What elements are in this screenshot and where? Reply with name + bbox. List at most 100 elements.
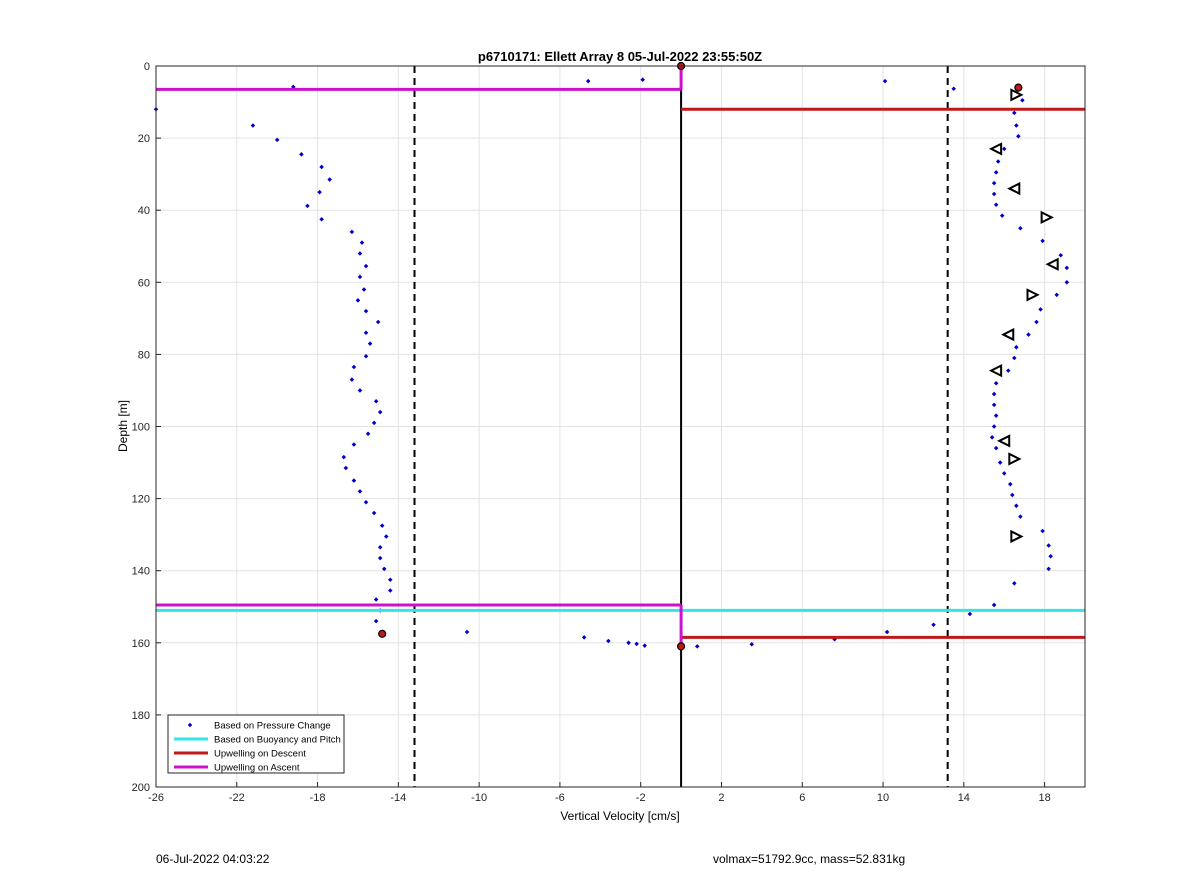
data-point-based-on-pressure-change <box>351 478 357 483</box>
x-tick-label: 18 <box>1038 792 1050 804</box>
y-tick-label: 0 <box>144 61 150 73</box>
legend-label: Based on Pressure Change <box>214 721 331 732</box>
data-point-based-on-pressure-change <box>1018 514 1023 519</box>
data-point-based-on-pressure-change <box>341 454 347 460</box>
data-point-based-on-pressure-change <box>1001 471 1007 476</box>
data-point-based-on-pressure-change <box>343 465 349 471</box>
legend-label: Upwelling on Ascent <box>214 763 300 774</box>
y-tick-label: 120 <box>132 494 150 506</box>
triangle-marker-left <box>1045 257 1059 271</box>
data-point-based-on-pressure-change <box>363 499 369 505</box>
data-point-based-on-pressure-change <box>305 203 310 209</box>
plot-area: -26 -22 -18 -14 -10 -6 -2 2 6 10 14 180204060801001… <box>132 61 1086 804</box>
triangle-marker-left <box>1007 181 1021 196</box>
data-point-based-on-pressure-change <box>884 629 890 635</box>
data-point-based-on-pressure-change <box>351 364 357 370</box>
y-tick-label: 100 <box>132 422 150 434</box>
data-point-based-on-pressure-change <box>319 216 324 222</box>
data-point-based-on-pressure-change <box>634 641 639 647</box>
data-point-based-on-pressure-change <box>991 402 997 408</box>
data-point-based-on-pressure-change <box>351 442 357 447</box>
data-point-based-on-pressure-change <box>991 424 997 429</box>
data-point-based-on-pressure-change <box>1064 265 1070 271</box>
data-point-based-on-pressure-change <box>993 380 999 386</box>
triangle-marker-right <box>1026 288 1040 302</box>
data-point-based-on-pressure-change <box>1064 280 1070 285</box>
data-point-based-on-pressure-change <box>377 555 383 561</box>
data-point-based-on-pressure-change <box>1040 238 1045 244</box>
data-point-based-on-pressure-change <box>626 640 631 646</box>
data-point-based-on-pressure-change <box>371 510 377 516</box>
data-point-based-on-pressure-change <box>388 588 393 593</box>
data-point-based-on-pressure-change <box>299 152 304 157</box>
data-point-based-on-pressure-change <box>373 597 379 602</box>
x-tick-label: -10 <box>471 792 487 804</box>
data-point-based-on-pressure-change <box>381 566 387 572</box>
triangle-marker-right <box>1010 88 1024 102</box>
data-point-based-on-pressure-change <box>363 353 369 359</box>
y-tick-label: 40 <box>138 205 150 217</box>
data-point-based-on-pressure-change <box>379 523 385 528</box>
legend: Based on Pressure Change Based on Buoyanc… <box>167 714 345 774</box>
y-tick-label: 200 <box>132 782 150 794</box>
data-point-based-on-pressure-change <box>349 377 355 382</box>
data-point-based-on-pressure-change <box>373 399 379 404</box>
data-point-based-on-pressure-change <box>993 413 999 418</box>
data-point-based-on-pressure-change <box>365 431 371 436</box>
data-point-based-on-pressure-change <box>388 577 393 582</box>
data-point-based-on-pressure-change <box>1012 355 1017 361</box>
data-point-based-on-pressure-change <box>1034 319 1039 325</box>
y-tick-label: 160 <box>132 638 150 650</box>
data-point-based-on-pressure-change <box>989 435 995 440</box>
data-point-based-on-pressure-change <box>1038 307 1043 312</box>
data-point-based-on-pressure-change <box>464 629 470 635</box>
data-point-based-on-pressure-change <box>1010 492 1015 498</box>
data-point-based-on-pressure-change <box>361 287 367 292</box>
footer-volmax-mass: volmax=51792.9cc, mass=52.831kg <box>713 852 906 866</box>
legend-box <box>167 714 345 774</box>
triangle-marker-right <box>1040 210 1054 225</box>
triangle-marker-left <box>988 364 1003 378</box>
data-point-based-on-pressure-change <box>377 545 383 550</box>
data-point-based-on-pressure-change <box>371 420 377 426</box>
y-axis-label: Depth [m] <box>116 400 130 452</box>
data-point-based-on-pressure-change <box>355 298 361 303</box>
data-point-based-on-pressure-change <box>642 643 647 648</box>
data-point-based-on-pressure-change <box>1040 528 1045 534</box>
x-tick-label: -18 <box>310 792 326 804</box>
x-tick-label: -22 <box>229 792 245 804</box>
data-point-based-on-pressure-change <box>357 251 363 256</box>
data-point-based-on-pressure-change <box>357 489 363 494</box>
triangle-marker-right <box>1008 452 1022 466</box>
data-point-based-on-pressure-change <box>749 641 755 647</box>
data-point-based-on-pressure-change <box>383 534 389 539</box>
data-point-based-on-pressure-change <box>1005 368 1011 373</box>
data-point-based-on-pressure-change <box>357 388 363 393</box>
triangle-marker-left <box>996 434 1011 448</box>
red-marker <box>676 642 686 651</box>
legend-label: Upwelling on Descent <box>214 749 306 760</box>
triangle-marker-left <box>1001 327 1015 342</box>
y-tick-label: 20 <box>138 133 150 145</box>
x-tick-label: -26 <box>148 792 164 804</box>
data-point-based-on-pressure-change <box>363 330 369 336</box>
x-tick-label: -2 <box>636 792 646 804</box>
y-tick-label: 80 <box>138 349 150 361</box>
data-point-based-on-pressure-change <box>1014 344 1019 350</box>
triangle-marker-right <box>1010 529 1024 544</box>
y-tick-label: 180 <box>132 710 150 722</box>
data-point-based-on-pressure-change <box>377 409 383 415</box>
x-axis-label: Vertical Velocity [cm/s] <box>560 809 679 823</box>
data-point-based-on-pressure-change <box>991 391 997 397</box>
data-point-based-on-pressure-change <box>1008 481 1013 487</box>
data-point-based-on-pressure-change <box>363 263 369 269</box>
data-point-based-on-pressure-change <box>1054 292 1059 298</box>
data-point-based-on-pressure-change <box>327 177 332 182</box>
footer-timestamp: 06-Jul-2022 04:03:22 <box>156 852 270 866</box>
data-point-based-on-pressure-change <box>375 319 381 325</box>
x-tick-label: 2 <box>718 792 724 804</box>
triangle-marker-left <box>988 142 1003 156</box>
x-tick-label: -6 <box>555 792 565 804</box>
x-tick-label: 6 <box>799 792 805 804</box>
